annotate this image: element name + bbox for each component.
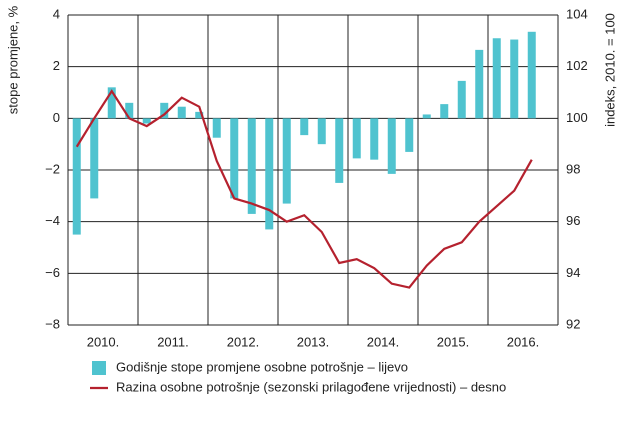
x-tick-label: 2013. [297,334,330,349]
x-tick-label: 2011. [157,334,189,349]
bar [230,118,239,199]
bar [457,80,466,119]
bar [247,118,256,214]
bar [282,118,291,204]
y2-tick-label: 100 [566,110,588,125]
bar [352,118,361,159]
bar [405,118,414,152]
x-tick-label: 2016. [507,334,540,349]
bar [440,104,449,119]
bar [177,106,186,119]
x-tick-label: 2010. [87,334,120,349]
bar [492,38,501,119]
bar [265,118,274,230]
x-tick-label: 2015. [437,334,470,349]
y-tick-label: −4 [45,213,60,228]
bar [212,118,221,138]
line [75,89,533,289]
bar [422,114,431,119]
bar [142,118,151,124]
bar [475,49,484,119]
y-tick-label: 0 [53,110,60,125]
y-tick-label: −2 [45,161,60,176]
y2-tick-label: 96 [566,213,580,228]
bar [300,118,309,136]
bar [317,118,326,145]
y2-axis-label: indeks, 2010. = 100 [602,13,617,127]
bar [335,118,344,183]
y-axis-label: stope promjene, % [5,5,20,114]
x-tick-label: 2014. [367,334,400,349]
bar [125,102,134,119]
y2-tick-label: 92 [566,316,580,331]
y2-tick-label: 94 [566,265,580,280]
legend-label: Godišnje stope promjene osobne potrošnje… [116,359,408,374]
y2-tick-label: 104 [566,6,588,21]
bar [527,31,536,119]
bar [510,39,519,119]
x-tick-label: 2012. [227,334,260,349]
bar [195,111,204,119]
bar [90,118,99,199]
y2-tick-label: 98 [566,161,580,176]
bar [370,118,379,160]
bar [387,118,396,174]
bar [72,118,81,235]
y-tick-label: 4 [53,6,60,21]
y-tick-label: 2 [53,58,60,73]
legend-label: Razina osobne potrošnje (sezonski prilag… [116,379,506,394]
y2-tick-label: 102 [566,58,588,73]
legend-swatch [92,361,106,375]
y-tick-label: −8 [45,316,60,331]
y-tick-label: −6 [45,265,60,280]
bar [160,102,169,119]
bar [107,87,116,119]
